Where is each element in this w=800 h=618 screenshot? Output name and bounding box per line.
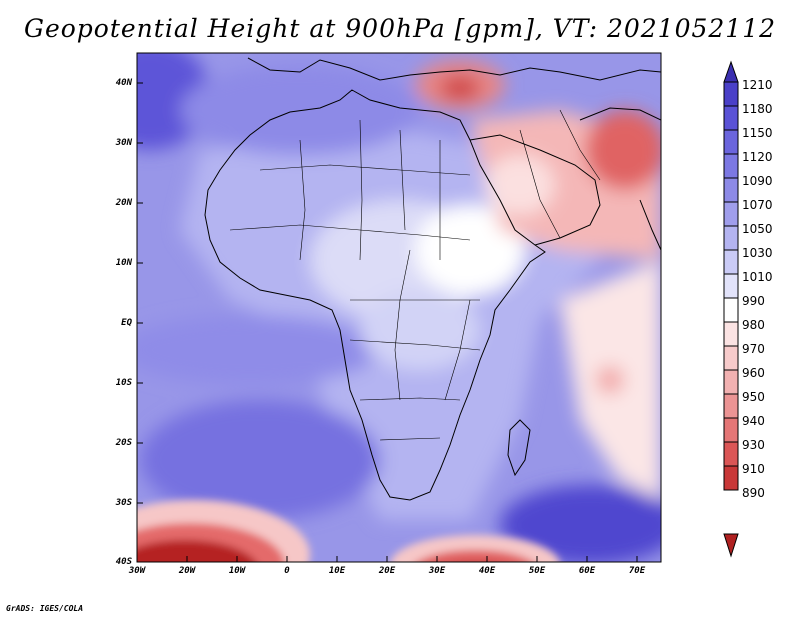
lat-label-eq: EQ [121, 318, 132, 328]
colorbar-swatch [723, 465, 739, 491]
lat-label-40n: 40N [115, 78, 132, 88]
colorbar-label: 940 [742, 414, 765, 428]
colorbar-swatch [723, 345, 739, 371]
colorbar-label: 980 [742, 318, 765, 332]
lon-label-10w: 10W [228, 566, 246, 576]
colorbar-label: 990 [742, 294, 765, 308]
colorbar-label: 1010 [742, 270, 773, 284]
map-frame [136, 52, 662, 563]
colorbar-label: 1150 [742, 126, 773, 140]
coastlines [204, 57, 661, 501]
colorbar-swatch [723, 201, 739, 227]
colorbar-swatch [723, 249, 739, 275]
colorbar-label: 910 [742, 462, 765, 476]
colorbar-swatch [723, 417, 739, 443]
lon-label-30e: 30E [428, 566, 446, 576]
colorbar-swatch [723, 393, 739, 419]
colorbar-swatch [723, 81, 739, 107]
colorbar-swatch [723, 369, 739, 395]
colorbar-swatch [723, 129, 739, 155]
lon-label-40e: 40E [478, 566, 496, 576]
lon-label-50e: 50E [528, 566, 546, 576]
height-field [137, 53, 661, 562]
lon-label-20e: 20E [378, 566, 396, 576]
credit-text: GrADS: IGES/COLA [6, 604, 84, 613]
lon-label-30w: 30W [128, 566, 146, 576]
lat-label-30s: 30S [115, 498, 132, 508]
colorbar-swatch [723, 177, 739, 203]
colorbar-swatch [723, 441, 739, 467]
colorbar-label: 930 [742, 438, 765, 452]
colorbar-label: 1210 [742, 78, 773, 92]
colorbar-swatch [723, 225, 739, 251]
colorbar-label: 890 [742, 486, 765, 500]
colorbar-bottom-arrow [723, 533, 739, 558]
colorbar [723, 60, 739, 558]
colorbar-label: 970 [742, 342, 765, 356]
colorbar-label: 1050 [742, 222, 773, 236]
lon-label-70e: 70E [628, 566, 646, 576]
lat-label-30n: 30N [115, 138, 132, 148]
colorbar-label: 1090 [742, 174, 773, 188]
colorbar-top-arrow [723, 60, 739, 83]
colorbar-label: 960 [742, 366, 765, 380]
colorbar-swatch [723, 273, 739, 299]
colorbar-swatch [723, 321, 739, 347]
axis-ticks [136, 82, 638, 562]
lat-label-20s: 20S [115, 438, 132, 448]
lon-label-60e: 60E [578, 566, 596, 576]
country-borders [229, 109, 601, 441]
colorbar-label: 1070 [742, 198, 773, 212]
colorbar-swatch [723, 153, 739, 179]
lat-label-10n: 10N [115, 258, 132, 268]
map-title: Geopotential Height at 900hPa [gpm], VT:… [23, 14, 777, 43]
lat-label-40s: 40S [115, 557, 132, 567]
colorbar-label: 1030 [742, 246, 773, 260]
lat-label-20n: 20N [115, 198, 132, 208]
colorbar-swatch [723, 297, 739, 323]
lat-label-10s: 10S [115, 378, 132, 388]
colorbar-label: 1120 [742, 150, 773, 164]
colorbar-label: 950 [742, 390, 765, 404]
lon-label-0: 0 [284, 566, 290, 576]
lon-label-20w: 20W [178, 566, 196, 576]
lon-label-10e: 10E [328, 566, 346, 576]
colorbar-swatch [723, 105, 739, 131]
colorbar-label: 1180 [742, 102, 773, 116]
